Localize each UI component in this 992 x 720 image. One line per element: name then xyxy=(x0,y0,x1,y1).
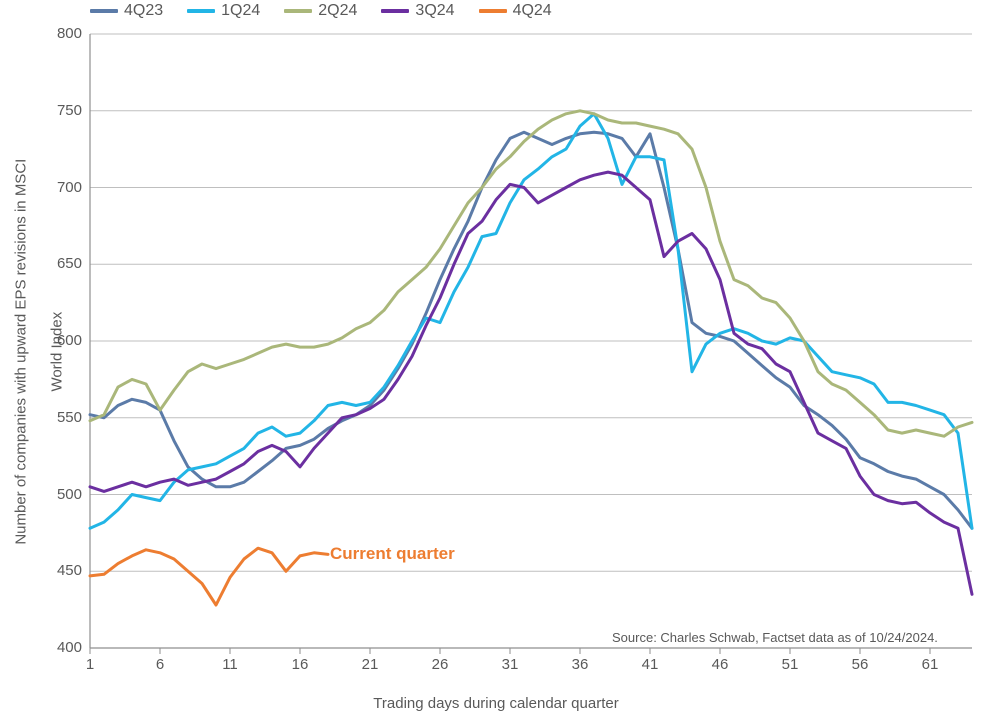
x-tick-label: 26 xyxy=(425,656,455,673)
y-axis-label-line1: Number of companies with upward EPS revi… xyxy=(13,159,30,545)
legend-label: 1Q24 xyxy=(221,2,260,20)
legend-swatch xyxy=(284,9,312,13)
series-s2 xyxy=(90,111,972,436)
chart-svg xyxy=(0,0,992,720)
legend-label: 3Q24 xyxy=(415,2,454,20)
x-axis-label: Trading days during calendar quarter xyxy=(0,695,992,712)
x-tick-label: 51 xyxy=(775,656,805,673)
y-tick-label: 750 xyxy=(42,102,82,119)
x-tick-label: 11 xyxy=(215,656,245,673)
y-tick-label: 700 xyxy=(42,179,82,196)
legend-item-s4: 4Q24 xyxy=(479,2,552,20)
x-tick-label: 21 xyxy=(355,656,385,673)
x-tick-label: 56 xyxy=(845,656,875,673)
legend-item-s3: 3Q24 xyxy=(381,2,454,20)
legend-swatch xyxy=(479,9,507,13)
y-tick-label: 800 xyxy=(42,25,82,42)
legend-swatch xyxy=(90,9,118,13)
x-tick-label: 1 xyxy=(75,656,105,673)
series-s1 xyxy=(90,114,972,529)
y-tick-label: 550 xyxy=(42,409,82,426)
x-tick-label: 16 xyxy=(285,656,315,673)
legend-label: 2Q24 xyxy=(318,2,357,20)
y-axis-label: Number of companies with upward EPS revi… xyxy=(0,80,85,640)
legend-swatch xyxy=(381,9,409,13)
x-tick-label: 46 xyxy=(705,656,735,673)
y-tick-label: 600 xyxy=(42,332,82,349)
y-tick-label: 400 xyxy=(42,639,82,656)
x-tick-label: 41 xyxy=(635,656,665,673)
x-tick-label: 31 xyxy=(495,656,525,673)
chart-container: 4Q23 1Q24 2Q24 3Q24 4Q24 Number of companies… xyxy=(0,0,992,720)
y-axis-label-line2: World Index xyxy=(49,312,66,392)
series-s4 xyxy=(90,548,328,605)
legend-item-s2: 2Q24 xyxy=(284,2,357,20)
series-s0 xyxy=(90,132,972,528)
legend-label: 4Q23 xyxy=(124,2,163,20)
y-tick-label: 650 xyxy=(42,255,82,272)
x-tick-label: 6 xyxy=(145,656,175,673)
source-note: Source: Charles Schwab, Factset data as … xyxy=(612,630,938,645)
series-s3 xyxy=(90,172,972,594)
legend-item-s1: 1Q24 xyxy=(187,2,260,20)
legend-swatch xyxy=(187,9,215,13)
x-tick-label: 61 xyxy=(915,656,945,673)
legend-item-s0: 4Q23 xyxy=(90,2,163,20)
legend: 4Q23 1Q24 2Q24 3Q24 4Q24 xyxy=(90,2,552,20)
x-tick-label: 36 xyxy=(565,656,595,673)
legend-label: 4Q24 xyxy=(513,2,552,20)
current-quarter-annotation: Current quarter xyxy=(330,544,455,564)
y-tick-label: 450 xyxy=(42,562,82,579)
y-tick-label: 500 xyxy=(42,486,82,503)
